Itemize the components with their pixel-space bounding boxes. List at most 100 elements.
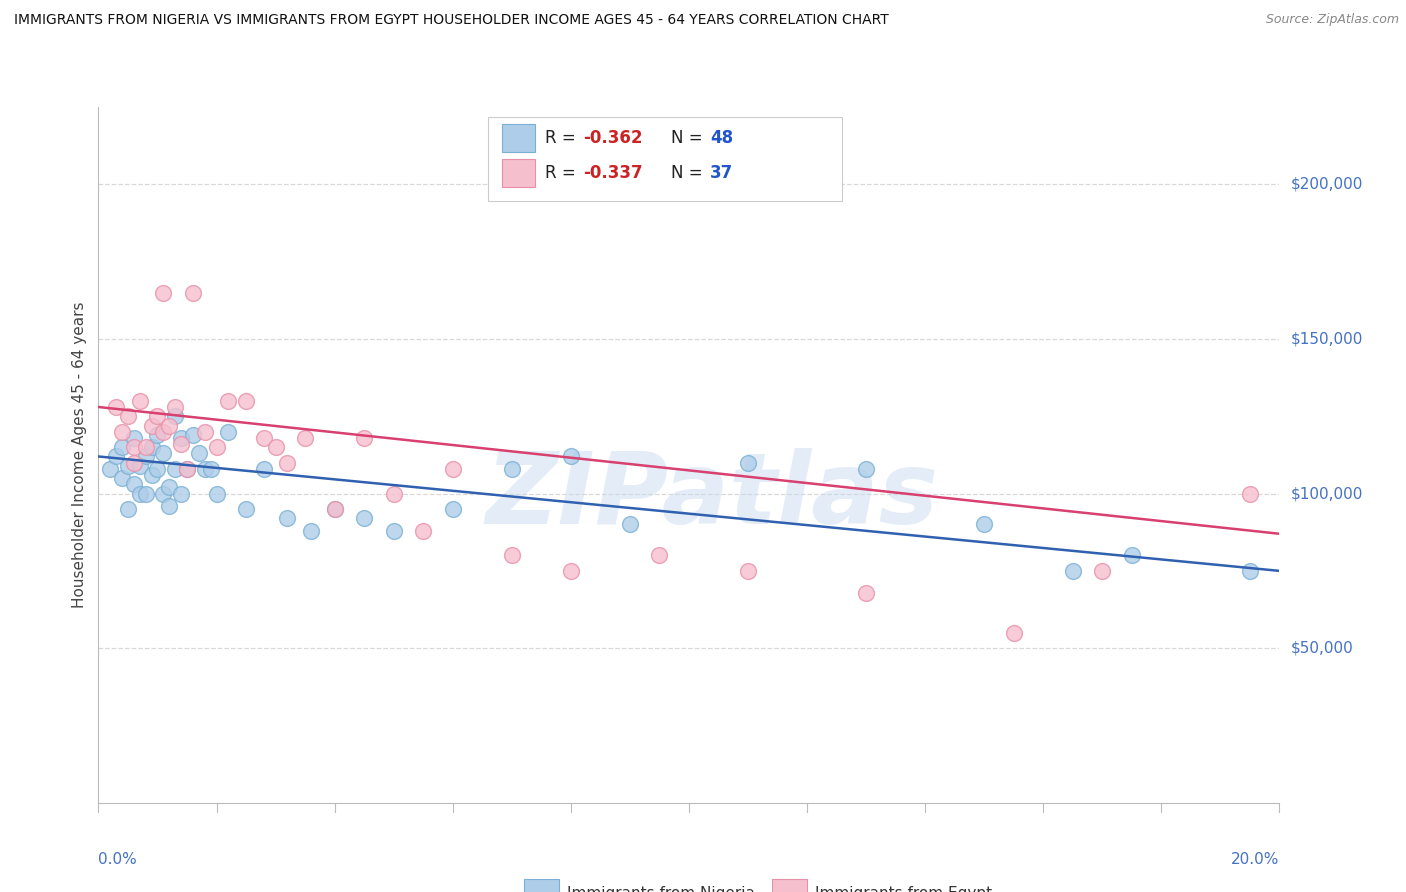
- Point: [855, 462, 877, 476]
- Text: Immigrants from Egypt: Immigrants from Egypt: [815, 886, 993, 892]
- Point: [157, 499, 180, 513]
- Text: Immigrants from Nigeria: Immigrants from Nigeria: [567, 886, 755, 892]
- Bar: [523, 880, 560, 892]
- Point: [141, 418, 163, 433]
- Point: [152, 446, 174, 460]
- Point: [276, 511, 298, 525]
- Point: [441, 462, 464, 476]
- Text: N =: N =: [671, 129, 709, 147]
- Text: 20.0%: 20.0%: [1232, 852, 1279, 866]
- Point: [170, 486, 193, 500]
- Point: [501, 549, 523, 563]
- Point: [152, 425, 174, 439]
- Point: [253, 462, 276, 476]
- Point: [146, 409, 169, 424]
- Point: [157, 418, 180, 433]
- Point: [135, 450, 157, 464]
- Point: [205, 440, 228, 454]
- Point: [152, 285, 174, 300]
- Point: [235, 502, 257, 516]
- Text: 0.0%: 0.0%: [98, 852, 138, 866]
- Point: [560, 450, 582, 464]
- Point: [353, 511, 375, 525]
- Point: [176, 462, 198, 476]
- Point: [117, 458, 139, 473]
- Point: [217, 393, 239, 408]
- Text: $100,000: $100,000: [1291, 486, 1362, 501]
- Point: [217, 425, 239, 439]
- Point: [323, 502, 346, 516]
- Text: Source: ZipAtlas.com: Source: ZipAtlas.com: [1265, 13, 1399, 27]
- Point: [1002, 625, 1025, 640]
- Point: [122, 456, 145, 470]
- FancyBboxPatch shape: [488, 118, 842, 201]
- Point: [194, 462, 217, 476]
- Point: [128, 486, 150, 500]
- Point: [619, 517, 641, 532]
- Point: [157, 480, 180, 494]
- Point: [122, 440, 145, 454]
- Point: [382, 524, 405, 538]
- Point: [1239, 486, 1261, 500]
- Point: [105, 450, 128, 464]
- Point: [737, 564, 759, 578]
- Point: [117, 502, 139, 516]
- Point: [128, 393, 150, 408]
- Point: [1091, 564, 1114, 578]
- Point: [323, 502, 346, 516]
- Point: [187, 446, 209, 460]
- Point: [111, 440, 134, 454]
- Point: [205, 486, 228, 500]
- Point: [501, 462, 523, 476]
- Point: [165, 400, 187, 414]
- Point: [170, 431, 193, 445]
- Point: [146, 427, 169, 442]
- Point: [170, 437, 193, 451]
- Point: [152, 486, 174, 500]
- Point: [165, 462, 187, 476]
- Point: [353, 431, 375, 445]
- Text: $150,000: $150,000: [1291, 332, 1362, 346]
- Text: -0.337: -0.337: [582, 164, 643, 182]
- Point: [648, 549, 671, 563]
- Point: [200, 462, 222, 476]
- Point: [176, 462, 198, 476]
- Point: [141, 440, 163, 454]
- Point: [1239, 564, 1261, 578]
- Point: [111, 471, 134, 485]
- Point: [194, 425, 217, 439]
- Point: [412, 524, 434, 538]
- Point: [141, 468, 163, 483]
- Text: ZIPatlas: ZIPatlas: [486, 448, 939, 545]
- Point: [235, 393, 257, 408]
- Point: [117, 409, 139, 424]
- Text: R =: R =: [546, 129, 581, 147]
- Point: [253, 431, 276, 445]
- Point: [146, 462, 169, 476]
- Point: [165, 409, 187, 424]
- Point: [264, 440, 287, 454]
- Point: [105, 400, 128, 414]
- Text: IMMIGRANTS FROM NIGERIA VS IMMIGRANTS FROM EGYPT HOUSEHOLDER INCOME AGES 45 - 64: IMMIGRANTS FROM NIGERIA VS IMMIGRANTS FR…: [14, 13, 889, 28]
- Point: [181, 285, 204, 300]
- Point: [382, 486, 405, 500]
- Bar: [502, 159, 536, 187]
- Point: [855, 585, 877, 599]
- Point: [560, 564, 582, 578]
- Point: [441, 502, 464, 516]
- Point: [135, 486, 157, 500]
- Y-axis label: Householder Income Ages 45 - 64 years: Householder Income Ages 45 - 64 years: [72, 301, 87, 608]
- Text: $200,000: $200,000: [1291, 177, 1362, 192]
- Point: [135, 440, 157, 454]
- Point: [973, 517, 995, 532]
- Point: [276, 456, 298, 470]
- Point: [98, 462, 121, 476]
- Text: 48: 48: [710, 129, 734, 147]
- Point: [111, 425, 134, 439]
- Text: $50,000: $50,000: [1291, 640, 1354, 656]
- Point: [122, 477, 145, 491]
- Point: [128, 458, 150, 473]
- Bar: [772, 880, 807, 892]
- Point: [737, 456, 759, 470]
- Point: [122, 431, 145, 445]
